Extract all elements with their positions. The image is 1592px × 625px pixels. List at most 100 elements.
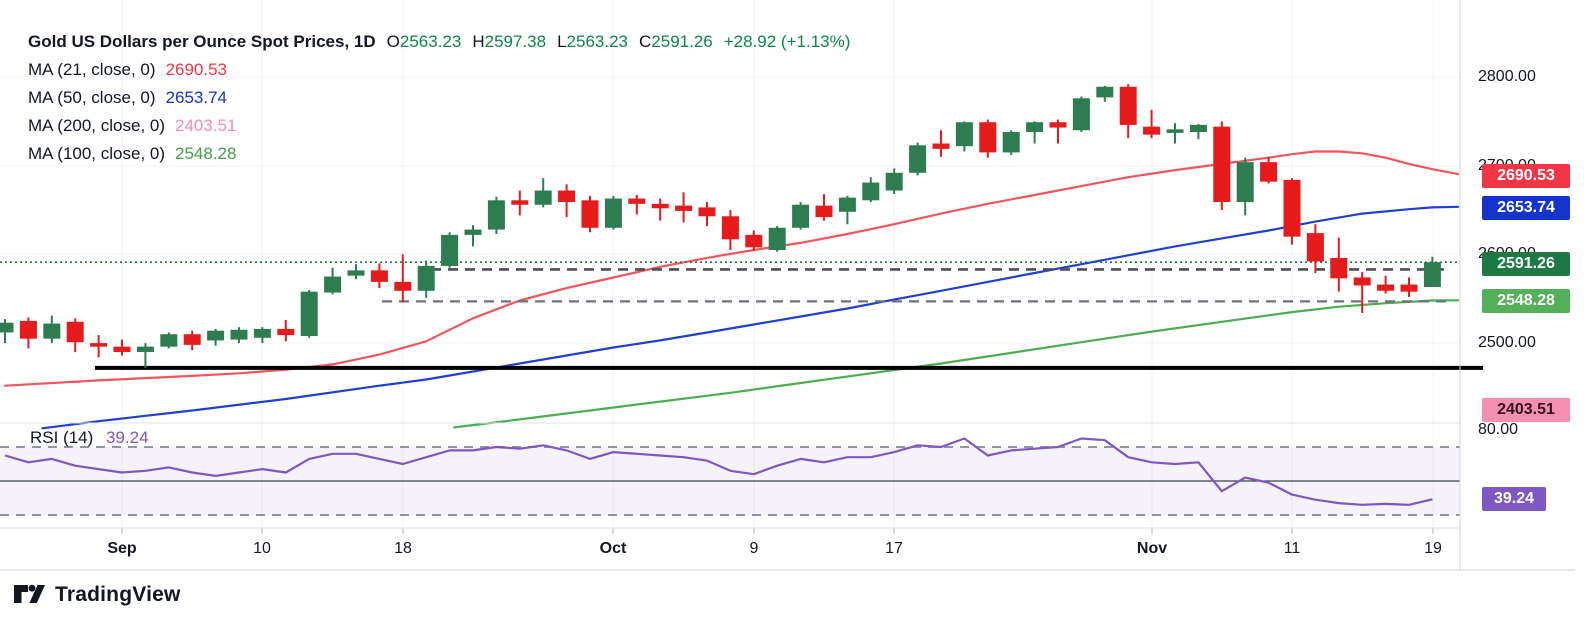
candle-body: [698, 207, 716, 217]
price-label-box: 39.24: [1482, 487, 1546, 511]
price-label-box: 2591.26: [1482, 252, 1570, 276]
candle-body: [66, 321, 84, 343]
candle-body: [1353, 277, 1371, 286]
time-tick-label: 17: [885, 540, 903, 557]
ohlc-high: H2597.38: [472, 32, 547, 51]
ma-legend-label: MA (21, close, 0): [28, 60, 156, 79]
price-tick-label: 2800.00: [1478, 68, 1536, 85]
candle-body: [1189, 124, 1207, 132]
candle-body: [394, 281, 412, 291]
candle-body: [511, 200, 529, 205]
ma-line-ma-21[interactable]: [3, 150, 1460, 387]
candle-body: [19, 320, 37, 339]
rsi-label: RSI (14): [30, 428, 94, 447]
candle-body: [534, 190, 552, 205]
candle-body: [1260, 162, 1278, 182]
ma-line-ma-100[interactable]: [453, 299, 1460, 429]
candle-body: [721, 216, 739, 240]
ma-legend-row[interactable]: MA (200, close, 0) 2403.51: [28, 112, 850, 140]
candle-body: [932, 143, 950, 149]
price-label-box: 2653.74: [1482, 196, 1570, 220]
tradingview-logo[interactable]: TradingView: [13, 582, 181, 607]
candle-body: [838, 197, 856, 212]
price-tick-label: 2500.00: [1478, 334, 1536, 351]
candle-body: [745, 234, 763, 248]
candle-body: [1049, 122, 1067, 128]
candle-body: [955, 122, 973, 147]
candle-body: [441, 234, 459, 266]
candle-body: [183, 334, 201, 345]
candle-body: [768, 227, 786, 250]
candle-body: [207, 330, 225, 341]
ma-legend-value: 2548.28: [175, 144, 237, 163]
candle-body: [909, 145, 927, 173]
candle-body: [277, 328, 295, 336]
candle-body: [1306, 233, 1324, 262]
candle-body: [1002, 131, 1020, 153]
candle-body: [1026, 122, 1044, 132]
ohlc-close: C2591.26: [639, 32, 713, 51]
price-label-box: 2690.53: [1482, 164, 1570, 188]
candle-body: [160, 334, 178, 347]
candle-body: [136, 346, 154, 352]
price-tick-label: 80.00: [1478, 421, 1519, 438]
candle-body: [604, 198, 622, 228]
candle-body: [1283, 179, 1301, 237]
candle-body: [1236, 162, 1254, 203]
candle-body: [113, 346, 131, 352]
symbol-title: Gold US Dollars per Ounce Spot Prices, 1…: [28, 32, 376, 51]
time-tick-label: 18: [394, 540, 412, 557]
ma-legend-label: MA (100, close, 0): [28, 144, 166, 163]
legend: Gold US Dollars per Ounce Spot Prices, 1…: [28, 28, 850, 168]
candle-body: [90, 343, 108, 347]
time-tick-label: 9: [749, 540, 759, 557]
ohlc-open: O2563.23: [386, 32, 462, 51]
candle-body: [651, 203, 669, 209]
candle-body: [300, 291, 318, 337]
candle-body: [324, 276, 342, 293]
candle-body: [1423, 262, 1441, 288]
candle-body: [417, 265, 435, 291]
candle-body: [1400, 284, 1418, 292]
candle-body: [487, 200, 505, 230]
candle-body: [1072, 98, 1090, 131]
candle-body: [253, 328, 271, 338]
candle-body: [1330, 257, 1348, 279]
candle-body: [0, 322, 14, 333]
ma-legend-row[interactable]: MA (50, close, 0) 2653.74: [28, 84, 850, 112]
low-value: 2563.23: [566, 32, 628, 51]
candle-body: [792, 204, 810, 228]
time-tick-label: 10: [253, 540, 271, 557]
open-value: 2563.23: [399, 32, 462, 51]
rsi-legend[interactable]: RSI (14) 39.24: [30, 428, 149, 448]
tradingview-logo-icon: [14, 584, 45, 603]
tradingview-logo-text: TradingView: [55, 582, 181, 606]
rsi-line[interactable]: [4, 437, 1433, 506]
candle-body: [1377, 284, 1395, 291]
ma-legend-value: 2690.53: [165, 60, 228, 79]
ma-legend-label: MA (200, close, 0): [28, 116, 166, 135]
price-label-box: 2403.51: [1482, 398, 1570, 422]
candle-body: [230, 329, 248, 340]
time-tick-label: 11: [1283, 540, 1301, 557]
price-label-box: 2548.28: [1482, 289, 1570, 313]
candle-body: [370, 270, 388, 282]
ma-legend-row[interactable]: MA (100, close, 0) 2548.28: [28, 140, 850, 168]
candle-body: [815, 205, 833, 218]
candle-body: [464, 229, 482, 235]
candle-body: [862, 182, 880, 201]
candle-body: [675, 205, 693, 211]
ma-legend-rows: MA (21, close, 0) 2690.53 MA (50, close, 0…: [28, 56, 850, 168]
candle-body: [1166, 129, 1184, 133]
ma-legend-row[interactable]: MA (21, close, 0) 2690.53: [28, 56, 850, 84]
candle-body: [628, 198, 646, 204]
candle-body: [347, 270, 365, 276]
candle-body: [1213, 126, 1231, 203]
candle-body: [43, 323, 61, 339]
time-tick-label: 19: [1424, 540, 1442, 557]
ma-legend-value: 2403.51: [175, 116, 237, 135]
candle-body: [979, 122, 997, 153]
legend-title-row[interactable]: Gold US Dollars per Ounce Spot Prices, 1…: [28, 28, 850, 56]
ohlc-low: L2563.23: [557, 32, 628, 51]
